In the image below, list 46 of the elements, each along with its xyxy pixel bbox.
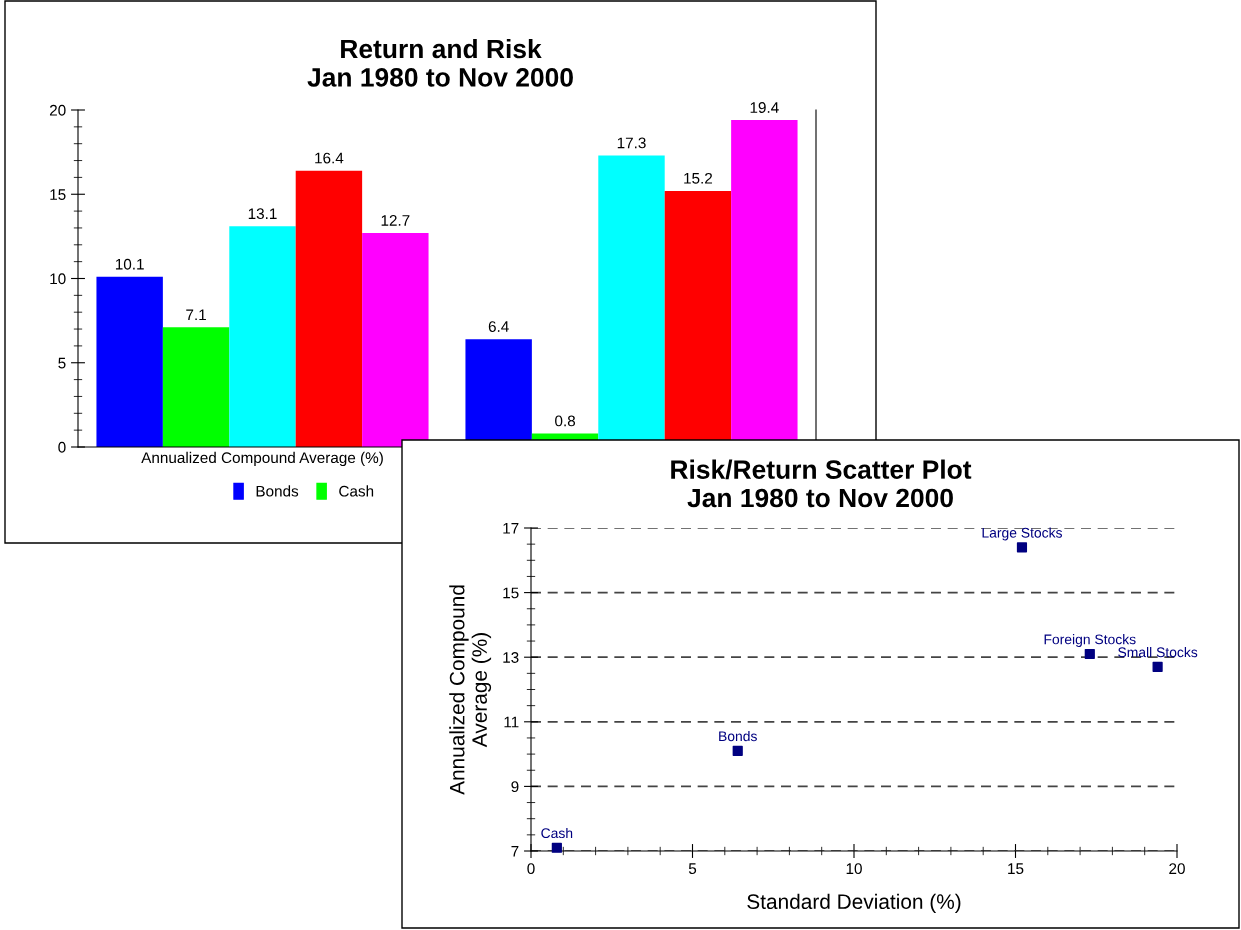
y-tick-label: 15 <box>50 189 66 200</box>
point <box>1152 661 1163 672</box>
x-axis-title: Standard Deviation (%) <box>747 893 961 914</box>
bar <box>96 276 163 447</box>
y-tick-label: 17 <box>503 523 519 534</box>
chart-title: Risk/Return Scatter Plot Jan 1980 to Nov 2000 <box>671 459 972 508</box>
bar <box>295 170 363 447</box>
annotation: Cash <box>541 827 573 839</box>
y-tick-label: 7 <box>511 846 519 857</box>
x-tick-label: 10 <box>846 863 862 875</box>
data-label: 12.7 <box>381 215 410 226</box>
y-tick-label: 20 <box>49 104 66 116</box>
data-label: 10.1 <box>115 258 144 270</box>
y-tick-label: 13 <box>503 652 519 663</box>
data-label: 13.1 <box>248 208 277 220</box>
data-label: 16.4 <box>315 152 344 164</box>
y-tick-label: 5 <box>58 357 66 369</box>
point <box>732 745 743 756</box>
data-label: 17.3 <box>617 137 646 149</box>
data-label: 6.4 <box>488 321 509 332</box>
y-tick-label: 9 <box>511 781 519 793</box>
chart-title: Return and Risk Jan 1980 to Nov 2000 <box>307 38 573 87</box>
point <box>551 842 562 853</box>
y-tick-label: 10 <box>50 273 66 285</box>
annotation: Bonds <box>719 730 757 742</box>
y-tick-label: 15 <box>503 587 519 599</box>
data-label: 7.1 <box>186 309 206 321</box>
legend-label: Cash <box>339 485 374 497</box>
legend-label: Bonds <box>256 485 299 497</box>
data-label: 0.8 <box>555 415 576 427</box>
x-tick-label: 15 <box>1008 863 1024 875</box>
data-label: 15.2 <box>684 172 713 184</box>
x-tick-label: 0 <box>527 863 535 875</box>
bar <box>362 233 429 447</box>
point <box>1084 648 1095 660</box>
y-tick-label: 11 <box>504 716 519 728</box>
annotation: Foreign Stocks <box>1044 634 1136 648</box>
y-tick-label: 0 <box>58 441 66 453</box>
bar <box>162 327 230 447</box>
x-tick-label: 5 <box>688 863 697 875</box>
bar <box>229 226 296 447</box>
annotation: Small Stocks <box>1118 647 1198 658</box>
point <box>1016 542 1028 553</box>
annotation: Large Stocks <box>982 527 1062 541</box>
x-tick-label: 20 <box>1169 863 1185 875</box>
data-label: 19.4 <box>750 102 779 113</box>
